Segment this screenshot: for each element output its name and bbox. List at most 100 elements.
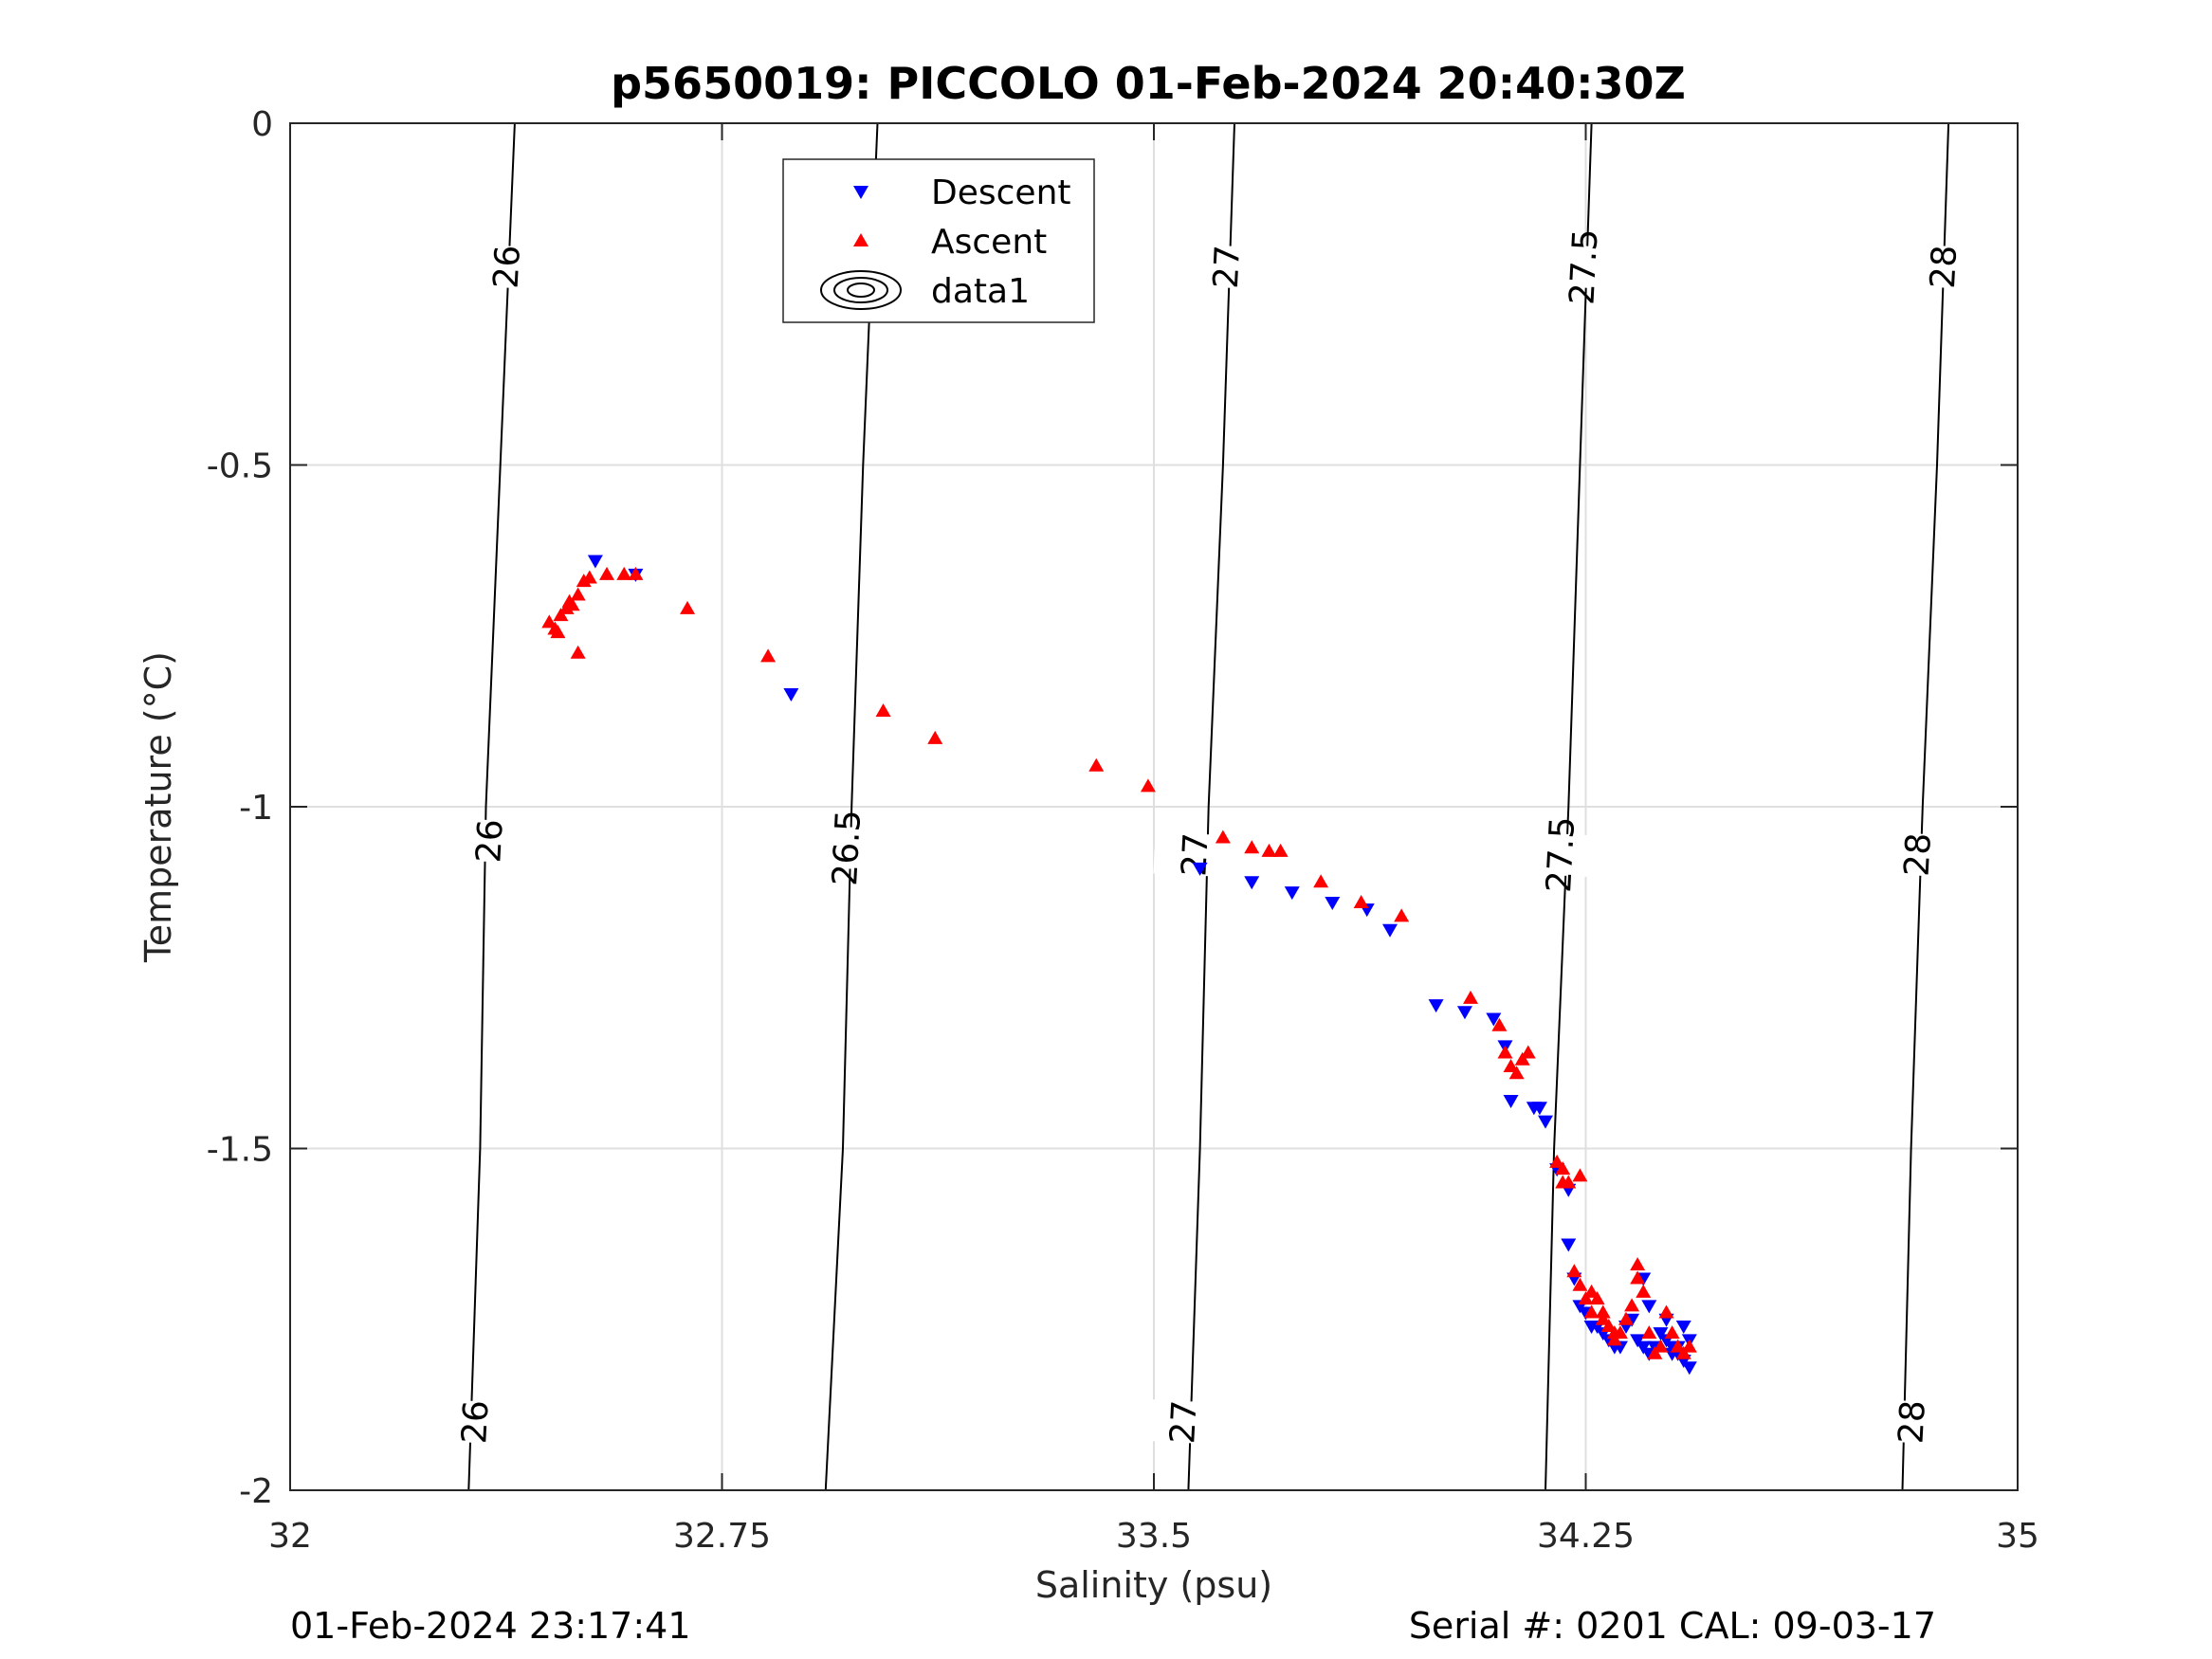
ascent-point [1508, 1066, 1525, 1080]
descent-point [1244, 876, 1260, 890]
ascent-point [1572, 1277, 1588, 1291]
ascent-point [1606, 1325, 1622, 1340]
density-contour-line [1187, 122, 1235, 1491]
ascent-series [541, 566, 1697, 1359]
x-tick-label: 34.25 [1537, 1517, 1635, 1556]
ascent-point [1215, 830, 1231, 844]
contour-label: 26 [455, 1399, 496, 1445]
ascent-point [570, 645, 586, 659]
ascent-point [1630, 1270, 1646, 1285]
ascent-point [1647, 1345, 1663, 1359]
ascent-point [1578, 1291, 1594, 1305]
contour-label-background [1901, 244, 1984, 290]
ascent-point [1595, 1304, 1611, 1319]
ascent-point [1244, 840, 1260, 854]
descent-point [1325, 896, 1341, 910]
ascent-point [570, 587, 586, 601]
contour-label: 26 [469, 818, 510, 864]
descent-point [1284, 886, 1300, 901]
legend-ascent-symbol [853, 233, 868, 246]
ascent-point [1630, 1257, 1646, 1271]
x-axis-label: Salinity (psu) [1035, 1564, 1272, 1606]
ascent-point [1641, 1325, 1657, 1340]
legend-contour-symbol [847, 283, 875, 298]
contour-label: 27 [1175, 832, 1216, 878]
ascent-point [1681, 1339, 1697, 1353]
contour-label-background [1542, 244, 1624, 290]
chart-title: p5650019: PICCOLO 01-Feb-2024 20:40:30Z [611, 58, 1686, 109]
x-tick-label: 32.75 [673, 1517, 771, 1556]
descent-point [783, 688, 799, 702]
y-tick-label: 0 [251, 105, 273, 144]
contour-label: 26.5 [826, 809, 868, 886]
y-tick-label: -2 [239, 1472, 273, 1511]
descent-point [1531, 1102, 1547, 1116]
contour-label-background [448, 817, 530, 865]
contour-label: 27 [1207, 245, 1248, 290]
x-tick-label: 33.5 [1116, 1517, 1192, 1556]
ascent-point [680, 600, 696, 614]
contour-label-background [1184, 244, 1268, 290]
ascent-point [1589, 1291, 1605, 1305]
contour-label-background [433, 1398, 516, 1446]
descent-point [1503, 1095, 1519, 1109]
ascent-point [1353, 894, 1369, 908]
contour-label-background [1519, 831, 1601, 878]
contour-label-background [804, 825, 887, 871]
ascent-point [1261, 843, 1277, 857]
ascent-point [1561, 1175, 1577, 1189]
ascent-point [1497, 1045, 1513, 1059]
y-tick-label: -0.5 [207, 447, 273, 486]
legend-contour-symbol [820, 270, 902, 310]
ascent-point [576, 574, 592, 588]
ascent-point [1088, 757, 1105, 772]
x-axis-ticks: 32 32.75 33.5 34.25 35 [268, 123, 2039, 1556]
ascent-point [1624, 1298, 1640, 1312]
descent-point [1192, 862, 1208, 876]
descent-point [1537, 1115, 1553, 1129]
ascent-point [1675, 1345, 1691, 1359]
ascent-point [550, 625, 566, 639]
x-tick-label: 32 [268, 1517, 312, 1556]
ascent-point [1491, 1017, 1508, 1031]
y-tick-label: -1.5 [207, 1131, 273, 1170]
legend-contour-symbol [833, 277, 888, 303]
density-contour-line [824, 122, 879, 1491]
ascent-point [1653, 1339, 1669, 1353]
ascent-point [927, 730, 943, 744]
y-axis-label: Temperature (°C) [137, 651, 179, 963]
ascent-point [581, 570, 597, 584]
density-contour-line [1901, 122, 1950, 1491]
ascent-point [1566, 1264, 1582, 1278]
contour-label-background [465, 244, 547, 290]
ascent-point [1595, 1311, 1611, 1325]
descent-point [1561, 1238, 1577, 1252]
ascent-point [1272, 843, 1289, 857]
ascent-point [564, 597, 580, 611]
grid-lines [290, 123, 2018, 1490]
ascent-point [1618, 1311, 1635, 1325]
density-contour-line [467, 122, 516, 1491]
contour-label: 27.5 [1563, 228, 1605, 305]
descent-point [1428, 999, 1444, 1013]
contour-label: 27 [1163, 1399, 1204, 1445]
ascent-point [628, 566, 644, 580]
descent-point [1641, 1300, 1657, 1314]
contour-label-background [1870, 1398, 1952, 1446]
contour-label: 28 [1924, 245, 1965, 290]
data-points [541, 555, 1697, 1376]
descent-series [587, 555, 1697, 1376]
ascent-point [553, 608, 569, 622]
contour-label-background [1142, 1398, 1224, 1446]
contour-label-background [1153, 831, 1235, 878]
ascent-point [1514, 1051, 1530, 1066]
ascent-point [558, 600, 575, 614]
legend-label: data1 [931, 272, 1030, 311]
ascent-point [1520, 1045, 1536, 1059]
ascent-point [1140, 778, 1156, 793]
legend-label: Ascent [931, 223, 1047, 262]
y-axis-ticks: -2 -1.5 -1 -0.5 0 [207, 105, 2018, 1511]
contour-label: 28 [1898, 832, 1939, 878]
ascent-point [616, 566, 632, 580]
